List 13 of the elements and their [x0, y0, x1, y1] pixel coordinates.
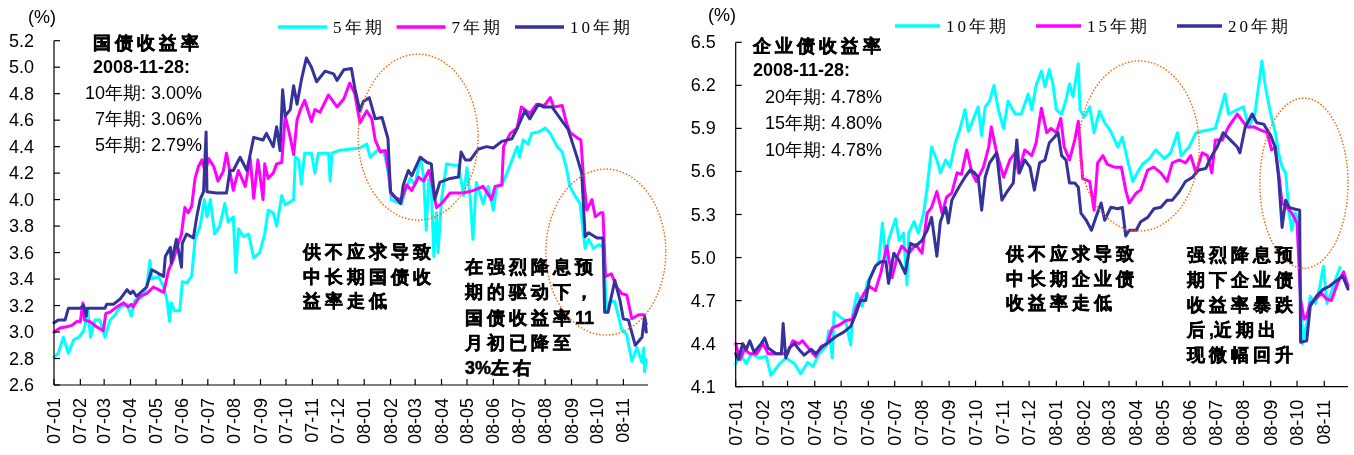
- annotation: 7年期: 3.06%: [94, 109, 202, 129]
- annotation: 5年期: 2.79%: [94, 135, 202, 155]
- annotation: 企业债收益率: [753, 36, 885, 56]
- annotation: 供不应求导致中长期国债收益率走低: [303, 242, 435, 311]
- annotation: 2008-11-28:: [93, 57, 191, 77]
- annotation: 国债收益率: [93, 33, 203, 53]
- annotation: 2008-11-28:: [753, 60, 851, 80]
- annotation: 10年期: 3.00%: [84, 83, 202, 103]
- annotation: 10年期: 4.78%: [764, 140, 882, 160]
- annotation: 强烈降息预期下企业债收益率暴跌后,近期出现微幅回升: [1187, 245, 1297, 365]
- annotation: 20年期: 4.78%: [764, 87, 882, 107]
- annotation: 供不应求导致中长期企业债收益率走低: [1006, 244, 1138, 313]
- annotation: 15年期: 4.80%: [764, 113, 882, 133]
